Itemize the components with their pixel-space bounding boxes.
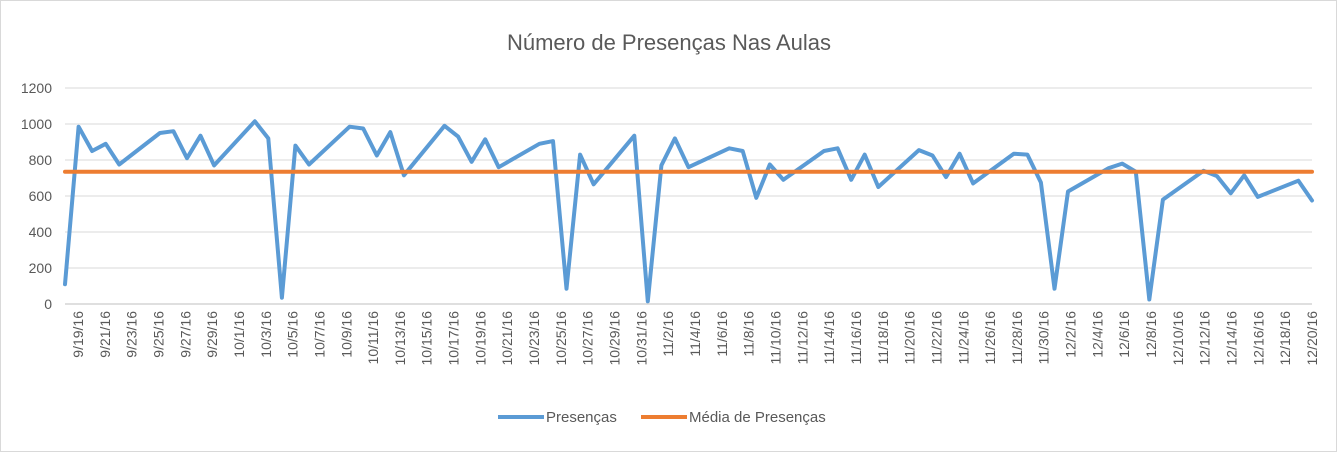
x-tick-label: 11/28/16: [1009, 311, 1025, 365]
x-axis-tick-labels: 9/19/16 9/21/16 9/23/16 9/25/16 9/27/16 9/29/…: [70, 311, 1320, 366]
x-tick-label: 11/12/16: [794, 311, 810, 365]
legend-label: Presenças: [546, 409, 617, 426]
x-tick-label: 12/14/16: [1224, 311, 1240, 366]
y-tick-label: 400: [29, 224, 53, 240]
series-lines: [63, 119, 1314, 304]
x-tick-label: 10/5/16: [285, 311, 301, 358]
series-line-presencas: [63, 119, 1314, 304]
y-tick-label: 0: [44, 296, 52, 312]
x-tick-label: 11/26/16: [982, 311, 998, 365]
x-tick-label: 12/20/16: [1304, 311, 1320, 366]
x-tick-label: 12/8/16: [1143, 311, 1159, 358]
x-tick-label: 11/30/16: [1036, 311, 1052, 365]
x-tick-label: 11/24/16: [955, 311, 971, 365]
x-tick-label: 10/25/16: [553, 311, 569, 366]
x-tick-label: 12/12/16: [1197, 311, 1213, 366]
x-tick-label: 11/20/16: [902, 311, 918, 365]
x-tick-label: 9/25/16: [150, 311, 166, 358]
x-tick-label: 10/21/16: [499, 311, 515, 366]
x-tick-label: 10/31/16: [633, 311, 649, 366]
x-tick-label: 12/4/16: [1089, 311, 1105, 358]
x-tick-label: 10/13/16: [392, 311, 408, 366]
x-tick-label: 12/2/16: [1063, 311, 1079, 358]
legend: Presenças Média de Presenças: [498, 409, 826, 426]
chart-title: Número de Presenças Nas Aulas: [507, 30, 831, 55]
x-tick-label: 11/8/16: [741, 311, 757, 357]
x-tick-label: 10/27/16: [580, 311, 596, 366]
x-tick-label: 10/1/16: [231, 311, 247, 358]
x-tick-label: 12/10/16: [1170, 311, 1186, 366]
x-tick-label: 9/21/16: [97, 311, 113, 358]
x-tick-label: 10/9/16: [338, 311, 354, 358]
y-axis-tick-labels: 0 200 400 600 800 1000 1200: [21, 80, 52, 312]
x-tick-label: 12/18/16: [1277, 311, 1293, 366]
x-tick-label: 9/29/16: [204, 311, 220, 358]
x-tick-label: 11/2/16: [660, 311, 676, 357]
x-tick-label: 11/18/16: [875, 311, 891, 365]
x-tick-label: 12/16/16: [1250, 311, 1266, 366]
x-tick-label: 11/6/16: [714, 311, 730, 357]
x-tick-label: 11/14/16: [821, 311, 837, 365]
x-tick-label: 10/7/16: [311, 311, 327, 358]
y-tick-label: 1200: [21, 80, 52, 96]
x-tick-label: 10/19/16: [472, 311, 488, 366]
x-tick-label: 12/6/16: [1116, 311, 1132, 358]
x-tick-label: 11/16/16: [848, 311, 864, 365]
legend-label: Média de Presenças: [689, 409, 826, 426]
x-tick-label: 11/10/16: [767, 311, 783, 365]
x-tick-label: 10/23/16: [526, 311, 542, 366]
legend-item-media-de-presencas: Média de Presenças: [641, 409, 826, 426]
x-tick-label: 10/29/16: [607, 311, 623, 366]
x-tick-label: 11/22/16: [928, 311, 944, 365]
y-tick-label: 1000: [21, 116, 52, 132]
x-tick-label: 11/4/16: [687, 311, 703, 357]
x-tick-label: 10/11/16: [365, 311, 381, 365]
x-tick-label: 10/3/16: [258, 311, 274, 358]
x-tick-label: 10/15/16: [419, 311, 435, 366]
x-tick-label: 9/19/16: [70, 311, 86, 358]
y-tick-label: 600: [29, 188, 53, 204]
legend-item-presencas: Presenças: [498, 409, 617, 426]
x-tick-label: 10/17/16: [446, 311, 462, 366]
y-tick-label: 800: [29, 152, 53, 168]
x-tick-label: 9/27/16: [177, 311, 193, 358]
x-tick-label: 9/23/16: [124, 311, 140, 358]
y-tick-label: 200: [29, 260, 53, 276]
gridlines: [65, 87, 1312, 305]
